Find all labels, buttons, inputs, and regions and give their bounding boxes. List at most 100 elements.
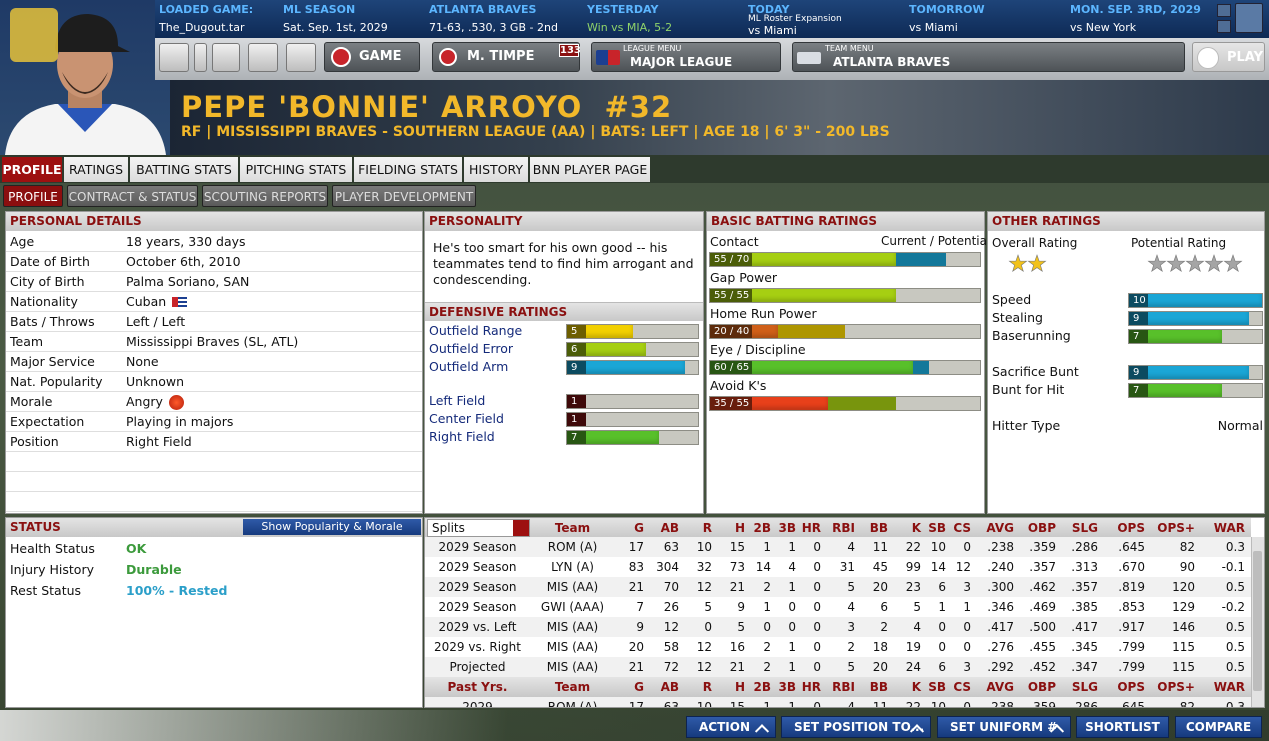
subtab[interactable]: SCOUTING REPORTS: [202, 185, 328, 207]
cell: 0: [813, 700, 821, 708]
tab[interactable]: BATTING STATS: [130, 157, 238, 182]
league-menu-button[interactable]: LEAGUE MENU MAJOR LEAGUE: [591, 42, 781, 72]
action-button[interactable]: SET POSITION TO...: [781, 716, 931, 739]
cell: .346: [987, 600, 1014, 614]
cell: .300: [987, 580, 1014, 594]
cell: .455: [1029, 640, 1056, 654]
tab[interactable]: FIELDING STATS: [354, 157, 462, 182]
cell: 10: [696, 540, 712, 554]
cell: 24: [905, 660, 921, 674]
other-ratings-panel: OTHER RATINGS Overall Rating Potential Rat…: [987, 211, 1265, 514]
row-line: [6, 271, 422, 272]
rating-bar: 7: [566, 430, 699, 445]
cell: 5: [737, 620, 745, 634]
cell: 4: [847, 600, 855, 614]
rating-value-text: 5: [571, 326, 578, 337]
home-button[interactable]: [286, 43, 316, 72]
splits-dropdown[interactable]: Splits: [427, 519, 530, 537]
detail-label: Position: [10, 434, 59, 449]
game-button[interactable]: GAME: [324, 42, 420, 72]
cell: 2: [880, 620, 888, 634]
row-line: [6, 411, 422, 412]
detail-value: Palma Soriano, SAN: [126, 274, 250, 289]
cell: 2029 Season: [438, 600, 517, 614]
cell: .645: [1118, 700, 1145, 708]
action-button[interactable]: SHORTLIST: [1076, 716, 1169, 738]
play-button[interactable]: PLAY: [1192, 42, 1265, 72]
subtab[interactable]: PROFILE: [3, 185, 63, 207]
cell: 1: [788, 640, 796, 654]
cell: 83: [628, 560, 644, 574]
history-dropdown[interactable]: [194, 43, 207, 72]
forward-button[interactable]: [212, 43, 240, 72]
batting-label: Avoid K's: [710, 378, 767, 393]
cell: 17: [628, 540, 644, 554]
game-icon: [331, 47, 351, 67]
tab[interactable]: HISTORY: [464, 157, 528, 182]
cell: 20: [628, 640, 644, 654]
team-menu-button[interactable]: TEAM MENU ATLANTA BRAVES: [792, 42, 1185, 72]
manager-button[interactable]: M. TIMPE 133: [432, 42, 581, 72]
cell: .357: [1071, 580, 1098, 594]
cell: 0: [813, 620, 821, 634]
table-row: [425, 597, 1251, 617]
rating-bar: 5: [566, 324, 699, 339]
show-popularity-button[interactable]: Show Popularity & Morale: [243, 519, 421, 535]
cell: 12: [663, 620, 679, 634]
favorite-button[interactable]: [248, 43, 278, 72]
stats-table: Splits Team G AB R H 2B 3B HR RBI BB K SB CS AVG OBP SLG…: [424, 517, 1265, 708]
rating-value: [1129, 294, 1148, 307]
cell: 14: [755, 560, 771, 574]
flag-icon: [172, 297, 187, 307]
star-rating: [1147, 254, 1247, 274]
table-row: [425, 577, 1251, 597]
cell: 0: [813, 660, 821, 674]
status-label: Injury History: [10, 562, 94, 577]
back-button[interactable]: [159, 43, 189, 72]
cell: 1: [788, 540, 796, 554]
tab[interactable]: BNN PLAYER PAGE: [530, 157, 650, 182]
info-label: TOMORROW: [909, 3, 985, 16]
rating-bar: 60 / 65: [709, 360, 981, 375]
cell: 1: [763, 540, 771, 554]
current-fill: [710, 253, 896, 266]
tab[interactable]: RATINGS: [64, 157, 128, 182]
player-name: PEPE 'BONNIE' ARROYO #32: [181, 90, 673, 124]
action-button[interactable]: SET UNIFORM #: [937, 716, 1071, 739]
cell: 1: [788, 700, 796, 708]
scroll-thumb[interactable]: [1253, 551, 1262, 691]
search-button[interactable]: [1235, 3, 1263, 33]
next-day-button[interactable]: [1217, 20, 1231, 33]
cell: 58: [663, 640, 679, 654]
info-label: LOADED GAME:: [159, 3, 254, 16]
cell: 18: [872, 640, 888, 654]
cell: H: [734, 521, 745, 535]
row-line: [6, 371, 422, 372]
tab[interactable]: PITCHING STATS: [240, 157, 352, 182]
info-value: Win vs MIA, 5-2: [587, 21, 673, 34]
panel-title: PERSONAL DETAILS: [6, 212, 422, 231]
prev-day-button[interactable]: [1217, 4, 1231, 17]
cell: OPS: [1117, 521, 1145, 535]
cell: OBP: [1027, 521, 1056, 535]
current-fill: [710, 289, 896, 302]
status-panel: STATUS Show Popularity & Morale Health Sta…: [5, 517, 423, 708]
rating-value: [567, 413, 586, 426]
cell: HR: [801, 521, 821, 535]
cell: OBP: [1027, 680, 1056, 694]
panel-title: BASIC BATTING RATINGS: [707, 212, 984, 231]
detail-label: Team: [10, 334, 44, 349]
cell: CS: [953, 521, 971, 535]
dropdown-arrow: [513, 520, 529, 536]
tab[interactable]: PROFILE: [2, 157, 62, 182]
cell: 20: [872, 580, 888, 594]
rating-value-text: 60 / 65: [714, 362, 750, 373]
league-name: MAJOR LEAGUE: [630, 55, 733, 69]
detail-label: Expectation: [10, 414, 85, 429]
action-button[interactable]: COMPARE: [1175, 716, 1262, 738]
subtab[interactable]: PLAYER DEVELOPMENT: [332, 185, 476, 207]
subtab[interactable]: CONTRACT & STATUS: [67, 185, 198, 207]
cell: .347: [1071, 660, 1098, 674]
action-button[interactable]: ACTION: [686, 716, 776, 739]
cell: 5: [847, 580, 855, 594]
